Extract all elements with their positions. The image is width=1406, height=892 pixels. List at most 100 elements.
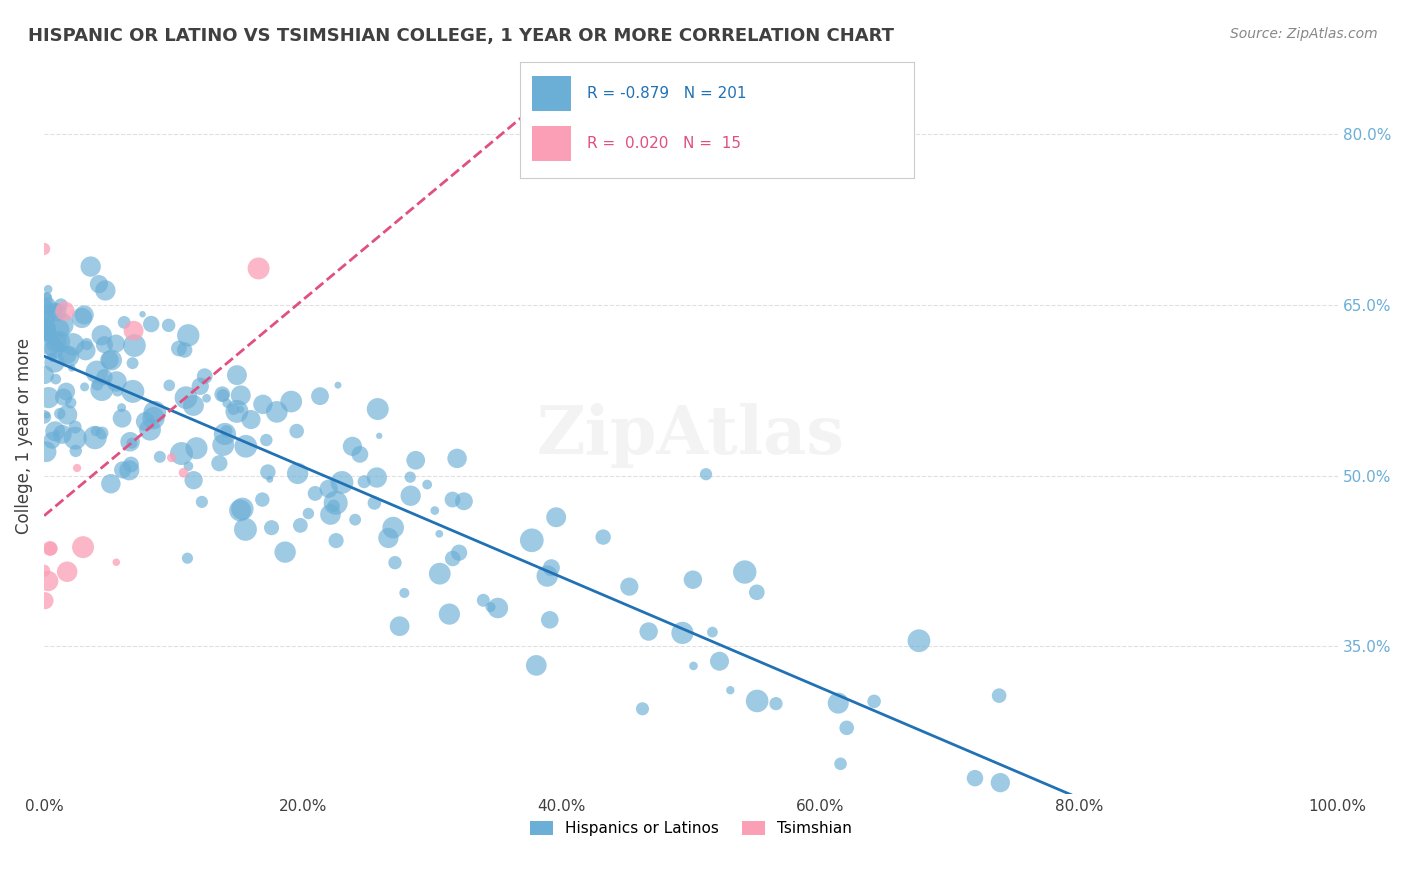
Point bbox=[45, 335, 67, 350]
Point bbox=[48, 334, 70, 349]
Point bbox=[100, 476, 122, 491]
Point bbox=[38, 303, 60, 318]
Point bbox=[747, 694, 769, 708]
Point bbox=[120, 458, 142, 472]
Point bbox=[121, 436, 143, 450]
Point bbox=[174, 391, 197, 405]
Point bbox=[142, 411, 165, 425]
Point bbox=[76, 337, 98, 351]
Point bbox=[120, 434, 142, 449]
Point bbox=[702, 625, 724, 640]
Point bbox=[226, 404, 249, 418]
Point bbox=[105, 555, 128, 569]
Point bbox=[34, 368, 56, 382]
Point bbox=[65, 431, 87, 445]
Point bbox=[32, 564, 55, 578]
Legend: Hispanics or Latinos, Tsimshian: Hispanics or Latinos, Tsimshian bbox=[522, 814, 859, 844]
Point bbox=[34, 593, 56, 607]
Point bbox=[257, 465, 280, 479]
Point bbox=[70, 310, 93, 325]
Point bbox=[330, 475, 353, 490]
Point bbox=[173, 343, 195, 357]
Point bbox=[229, 402, 252, 417]
Point bbox=[682, 659, 704, 673]
Point bbox=[176, 551, 198, 566]
Point bbox=[718, 683, 741, 698]
Point bbox=[44, 424, 66, 438]
Point bbox=[34, 313, 56, 327]
Point bbox=[486, 601, 509, 615]
Point bbox=[86, 365, 108, 379]
Point bbox=[366, 470, 388, 484]
Point bbox=[56, 348, 79, 362]
Point bbox=[42, 303, 65, 318]
Text: HISPANIC OR LATINO VS TSIMSHIAN COLLEGE, 1 YEAR OR MORE CORRELATION CHART: HISPANIC OR LATINO VS TSIMSHIAN COLLEGE,… bbox=[28, 27, 894, 45]
Point bbox=[105, 375, 128, 389]
Point bbox=[322, 499, 344, 513]
Point bbox=[326, 378, 349, 392]
Point bbox=[60, 360, 83, 375]
Point bbox=[260, 521, 283, 535]
Point bbox=[382, 520, 405, 534]
Point bbox=[45, 372, 67, 386]
Point bbox=[215, 424, 238, 438]
Point bbox=[37, 299, 59, 313]
FancyBboxPatch shape bbox=[531, 126, 571, 161]
Point bbox=[709, 654, 731, 668]
Point bbox=[367, 402, 389, 417]
Point bbox=[143, 405, 166, 419]
Point bbox=[32, 242, 55, 256]
Point bbox=[734, 565, 756, 579]
Point bbox=[39, 338, 62, 352]
Point bbox=[104, 336, 127, 351]
Point bbox=[93, 337, 115, 351]
Point bbox=[319, 508, 342, 522]
Point bbox=[122, 324, 145, 338]
Point bbox=[212, 438, 235, 452]
Point bbox=[325, 533, 347, 548]
Point bbox=[479, 600, 502, 615]
Point bbox=[449, 546, 471, 560]
Point bbox=[214, 426, 236, 441]
Text: R =  0.020   N =  15: R = 0.020 N = 15 bbox=[588, 136, 741, 151]
Point bbox=[34, 320, 56, 334]
Point bbox=[231, 501, 253, 516]
Point bbox=[222, 402, 245, 417]
Point bbox=[266, 405, 288, 419]
Point bbox=[32, 323, 55, 337]
Point bbox=[53, 304, 76, 318]
Point bbox=[112, 315, 135, 329]
Point bbox=[121, 356, 143, 370]
Point bbox=[671, 626, 693, 640]
Point bbox=[59, 396, 82, 410]
Point bbox=[183, 473, 205, 487]
Point bbox=[98, 353, 121, 368]
Point bbox=[49, 298, 72, 312]
Y-axis label: College, 1 year or more: College, 1 year or more bbox=[15, 338, 32, 533]
Point bbox=[394, 586, 416, 600]
Point bbox=[100, 353, 122, 368]
Point bbox=[34, 409, 56, 424]
Point bbox=[240, 412, 263, 426]
Point bbox=[619, 580, 641, 594]
Point bbox=[229, 503, 252, 517]
Point bbox=[226, 368, 249, 383]
Point bbox=[46, 305, 69, 319]
Point bbox=[94, 284, 117, 298]
Point bbox=[56, 565, 79, 579]
Point bbox=[235, 522, 257, 536]
Point bbox=[39, 541, 62, 556]
Point bbox=[90, 383, 112, 397]
Point bbox=[637, 624, 659, 639]
Point bbox=[186, 441, 208, 455]
Point bbox=[592, 530, 614, 544]
Point bbox=[139, 423, 162, 437]
Point bbox=[280, 394, 302, 409]
Point bbox=[342, 439, 364, 453]
Point bbox=[51, 427, 73, 442]
Point bbox=[195, 392, 218, 406]
Point bbox=[45, 426, 67, 441]
Point bbox=[49, 407, 72, 421]
Point bbox=[34, 302, 56, 317]
Point bbox=[38, 391, 60, 405]
